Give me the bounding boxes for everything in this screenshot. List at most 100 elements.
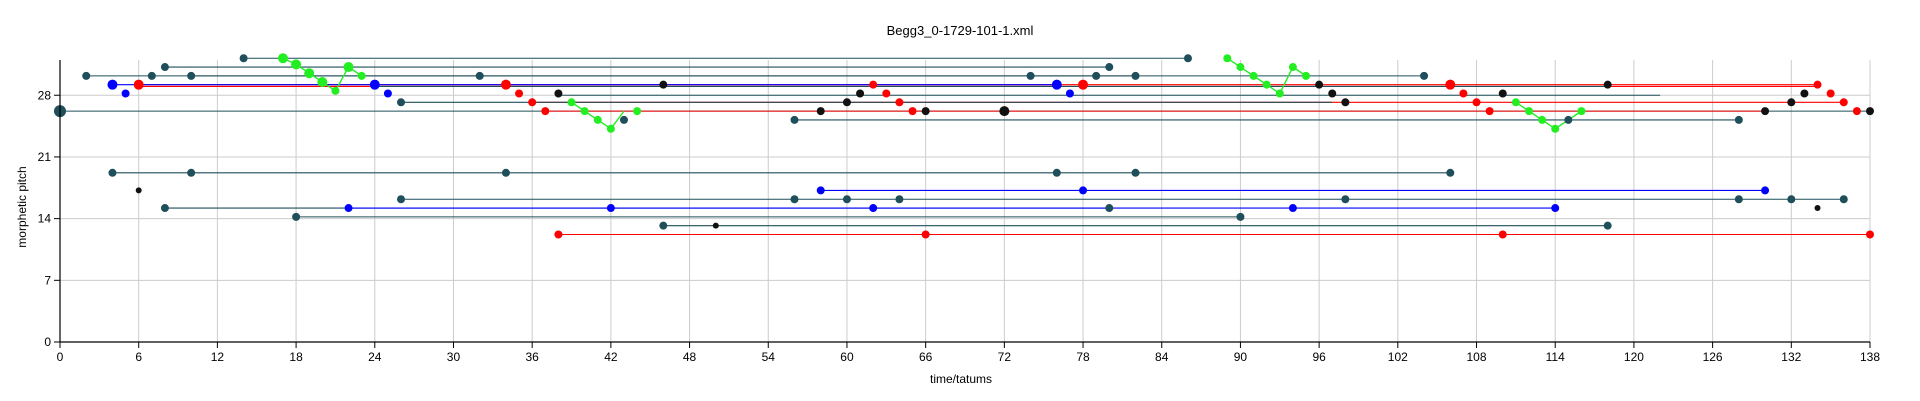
data-point <box>593 115 602 124</box>
x-tick-label: 6 <box>135 350 142 364</box>
data-point <box>1236 63 1245 72</box>
data-point <box>554 230 563 239</box>
data-point <box>1341 98 1350 107</box>
data-point <box>1734 195 1743 204</box>
data-point <box>1813 80 1822 89</box>
data-point <box>1524 107 1533 116</box>
data-point <box>1262 80 1271 89</box>
data-point <box>1105 204 1114 213</box>
data-point <box>1498 230 1507 239</box>
data-point <box>1065 89 1074 98</box>
data-point <box>1761 186 1770 195</box>
x-tick-label: 18 <box>289 350 303 364</box>
data-point <box>1761 107 1770 116</box>
data-point <box>1223 54 1232 63</box>
data-point <box>187 168 196 177</box>
data-point <box>397 195 406 204</box>
data-point <box>659 221 668 230</box>
data-point <box>1079 186 1088 195</box>
data-point <box>1459 89 1468 98</box>
data-point <box>160 204 169 213</box>
data-point <box>369 79 380 90</box>
x-tick-label: 60 <box>840 350 854 364</box>
data-point <box>1485 107 1494 116</box>
data-point <box>856 89 865 98</box>
x-tick-label: 66 <box>919 350 933 364</box>
data-point <box>816 186 825 195</box>
data-point <box>842 98 851 107</box>
data-point <box>567 98 576 107</box>
x-tick-label: 78 <box>1076 350 1090 364</box>
data-point <box>1787 195 1796 204</box>
data-point <box>357 71 366 80</box>
data-point <box>1131 71 1140 80</box>
data-point <box>344 204 353 213</box>
data-point <box>291 59 302 70</box>
x-tick-label: 96 <box>1312 350 1326 364</box>
x-tick-label: 90 <box>1234 350 1248 364</box>
note-segments <box>60 57 1870 236</box>
data-point <box>1092 71 1101 80</box>
data-point <box>1328 89 1337 98</box>
y-tick-label: 7 <box>44 273 51 287</box>
data-point <box>816 107 825 116</box>
data-point <box>317 77 328 88</box>
data-point <box>908 107 917 116</box>
data-point <box>790 195 799 204</box>
data-point <box>869 204 878 213</box>
data-point <box>921 107 930 116</box>
data-point <box>1051 79 1062 90</box>
data-point <box>1236 212 1245 221</box>
data-point <box>107 79 118 90</box>
data-point <box>1538 115 1547 124</box>
data-point <box>580 107 589 116</box>
x-tick-label: 36 <box>525 350 539 364</box>
data-point <box>869 80 878 89</box>
data-point <box>606 204 615 213</box>
data-point <box>633 107 642 116</box>
data-point <box>1249 71 1258 80</box>
data-point <box>383 89 392 98</box>
data-point <box>187 71 196 80</box>
data-point <box>239 54 248 63</box>
data-point <box>528 98 537 107</box>
x-tick-label: 12 <box>211 350 225 364</box>
data-point <box>1445 79 1456 90</box>
data-point <box>515 89 524 98</box>
data-point <box>277 53 288 64</box>
data-point <box>133 79 144 90</box>
data-point <box>1420 71 1429 80</box>
data-point <box>1288 204 1297 213</box>
data-point <box>1564 115 1573 124</box>
data-point <box>999 106 1010 117</box>
data-point <box>1603 221 1612 230</box>
data-point <box>895 98 904 107</box>
y-tick-label: 14 <box>38 212 52 226</box>
y-tick-label: 28 <box>38 88 52 102</box>
data-point <box>1734 115 1743 124</box>
data-point <box>397 98 406 107</box>
data-point <box>1078 79 1089 90</box>
y-axis-label: morphetic pitch <box>15 166 29 247</box>
data-point <box>1866 107 1874 116</box>
data-point <box>790 115 799 124</box>
x-tick-label: 48 <box>683 350 697 364</box>
data-point <box>108 168 117 177</box>
data-point <box>1551 124 1560 133</box>
data-point <box>1603 80 1612 89</box>
data-point <box>1288 63 1297 72</box>
x-tick-label: 108 <box>1467 350 1487 364</box>
data-point <box>1105 63 1114 72</box>
data-point <box>895 195 904 204</box>
data-point <box>1275 89 1284 98</box>
data-point <box>554 89 563 98</box>
y-tick-label: 0 <box>44 335 51 349</box>
data-point <box>147 71 156 80</box>
data-point <box>501 168 510 177</box>
data-point <box>1826 89 1835 98</box>
data-point <box>121 89 130 98</box>
x-tick-label: 72 <box>998 350 1012 364</box>
data-point <box>712 222 719 229</box>
data-point <box>1800 89 1809 98</box>
